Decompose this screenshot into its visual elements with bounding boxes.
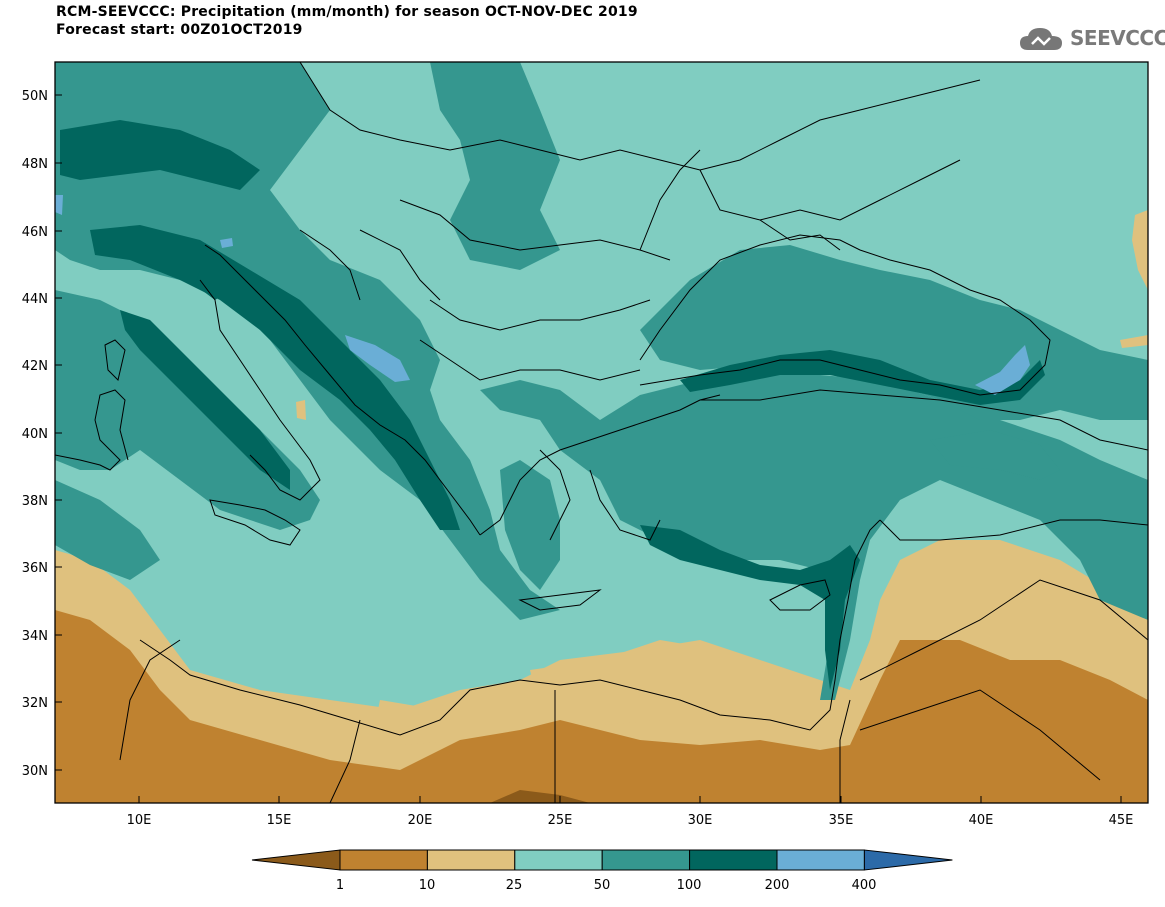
colorbar-label: 10 (419, 878, 436, 893)
colorbar-extend-high (863, 849, 953, 871)
forecast-start-label: Forecast start: 00Z01OCT2019 (56, 22, 303, 38)
lon-label: 40E (969, 813, 994, 828)
lon-label: 25E (548, 813, 573, 828)
precipitation-field (55, 62, 1148, 803)
lat-label: 42N (22, 359, 48, 374)
colorbar-segment (514, 849, 603, 871)
map-title: RCM-SEEVCCC: Precipitation (mm/month) fo… (56, 4, 638, 20)
colorbar-segment (776, 849, 865, 871)
lat-ticks (55, 94, 62, 771)
colorbar-extend-low (251, 849, 341, 871)
cloud-icon (1020, 28, 1062, 50)
lat-label: 30N (22, 764, 48, 779)
colorbar-label: 400 (852, 878, 877, 893)
lon-labels: 10E 15E 20E 25E 30E 35E 40E 45E (127, 813, 1134, 828)
lat-label: 48N (22, 157, 48, 172)
lat-label: 32N (22, 696, 48, 711)
lat-label: 50N (22, 89, 48, 104)
lon-label: 30E (688, 813, 713, 828)
lat-label: 34N (22, 629, 48, 644)
colorbar-segment (426, 849, 516, 871)
colorbar (251, 849, 953, 871)
lat-label: 38N (22, 494, 48, 509)
lon-label: 45E (1109, 813, 1134, 828)
coastlines (55, 62, 1148, 803)
colorbar-label: 25 (506, 878, 523, 893)
seevccc-logo: SEEVCCC (1018, 24, 1165, 56)
lat-label: 46N (22, 225, 48, 240)
lon-label: 15E (267, 813, 292, 828)
lat-label: 44N (22, 292, 48, 307)
colorbar-label: 100 (677, 878, 702, 893)
lat-label: 36N (22, 561, 48, 576)
colorbar-label: 1 (336, 878, 344, 893)
lon-label: 20E (408, 813, 433, 828)
lon-label: 35E (829, 813, 854, 828)
colorbar-segment (689, 849, 778, 871)
logo-text: SEEVCCC (1070, 26, 1165, 50)
colorbar-label: 50 (594, 878, 611, 893)
lat-labels: 50N 48N 46N 44N 42N 40N 38N 36N 34N 32N … (22, 89, 48, 779)
lon-label: 10E (127, 813, 152, 828)
lat-label: 40N (22, 427, 48, 442)
lon-ticks (138, 796, 1122, 803)
colorbar-label: 200 (765, 878, 790, 893)
colorbar-segment (601, 849, 691, 871)
colorbar-labels: 1 10 25 50 100 200 400 (336, 878, 877, 893)
colorbar-segment (339, 849, 428, 871)
